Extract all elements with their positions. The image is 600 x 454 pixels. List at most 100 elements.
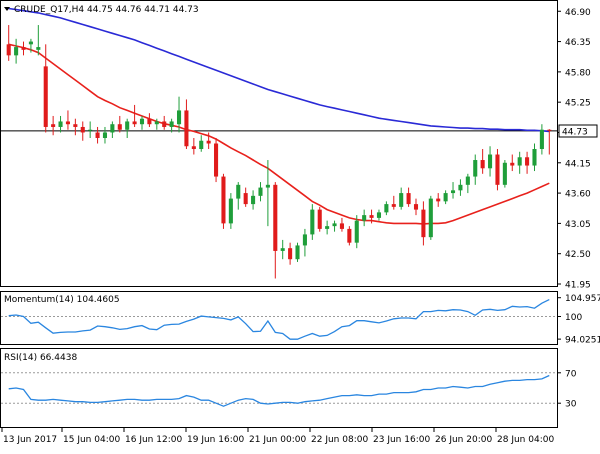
bearish-candle [65,121,70,125]
bullish-candle [228,198,233,224]
bearish-candle [369,215,374,218]
price-pane-title: CRUDE_Q17,H4 44.75 44.76 44.71 44.73 [14,5,199,15]
bullish-candle [362,215,367,221]
time-axis-label: 13 Jun 2017 [3,435,57,445]
bullish-candle [295,245,300,260]
bearish-candle [525,157,530,166]
bullish-candle [265,184,270,188]
time-axis-label: 19 Jun 16:00 [187,435,244,445]
rsi-axis-label: 30 [565,400,577,410]
momentum-plot [1,299,557,340]
bearish-candle [406,193,411,205]
time-axis-label: 28 Jun 04:00 [497,435,554,445]
bearish-candle [73,124,78,127]
price-pane-frame [0,0,558,287]
bullish-candle [176,110,182,125]
price-axis-label: 41.95 [565,281,591,291]
bullish-candle [199,140,204,150]
bearish-candle [162,121,167,127]
time-axis-label: 21 Jun 00:00 [249,435,306,445]
bullish-candle [310,209,315,235]
bullish-candle [236,184,241,199]
axes: 46.9046.3545.8045.2544.7044.1543.6043.05… [1,8,600,445]
current-price-label: 44.73 [562,128,588,138]
bearish-candle [510,162,515,166]
bullish-candle [325,226,330,229]
bearish-candle [413,204,419,210]
bullish-candle [539,129,544,150]
bullish-candle [36,47,41,50]
bullish-candle [354,220,359,243]
bullish-candle [88,129,93,131]
rsi-pane-frame [0,348,558,428]
bullish-candle [251,195,256,205]
bullish-candle [376,212,382,218]
bullish-candle [384,204,389,213]
bearish-candle [436,198,441,202]
bearish-candle [391,204,396,207]
bullish-candle [14,47,19,56]
bearish-candle [206,140,211,144]
bullish-candle [443,193,448,202]
bullish-candle [399,193,404,207]
bullish-candle [58,121,63,127]
momentum-axis-label: 100 [565,313,582,323]
momentum-line [8,299,550,340]
bullish-candle [258,187,263,196]
bullish-candle [102,132,108,138]
momentum-axis-label: 104.9575 [565,294,600,304]
bearish-candle [480,160,485,169]
price-axis-label: 46.90 [565,8,591,18]
momentum-pane-title: Momentum(14) 104.4605 [4,295,120,305]
bullish-candle [332,223,337,227]
price-axis-label: 43.05 [565,220,591,230]
bearish-candle [221,176,226,224]
bullish-candle [280,248,285,251]
bearish-candle [6,44,11,56]
price-axis-label: 45.80 [565,68,591,78]
bearish-candle [547,129,552,131]
rsi-axis-label: 70 [565,369,577,379]
bullish-candle [473,160,478,177]
time-axis-label: 22 Jun 08:00 [311,435,368,445]
bearish-candle [184,110,189,147]
bearish-candle [339,223,344,229]
rsi-pane-title: RSI(14) 66.4438 [4,353,77,363]
price-axis-label: 45.25 [565,99,591,109]
bullish-candle [450,190,456,194]
bearish-candle [191,146,196,150]
time-axis-label: 23 Jun 16:00 [373,435,430,445]
bearish-candle [317,209,322,229]
bullish-candle [28,41,33,45]
fast-moving-average-line [8,43,550,225]
slow-moving-average-line [8,7,550,133]
current-price-flag: 44.73 [558,124,598,138]
time-axis-label: 16 Jun 12:00 [125,435,182,445]
bearish-candle [421,209,426,238]
price-axis-label: 42.50 [565,250,591,260]
momentum-axis-label: 94.0251 [565,336,600,346]
bearish-candle [51,124,56,127]
rsi-plot [1,372,557,407]
bullish-candle [154,121,159,125]
bullish-candle [302,234,307,246]
bullish-candle [502,162,507,185]
bullish-candle [532,149,537,166]
bearish-candle [495,154,500,185]
collapse-arrow-icon[interactable] [4,7,10,11]
bearish-candle [117,124,122,130]
bullish-candle [110,124,115,133]
bearish-candle [273,184,278,251]
bullish-candle [125,121,130,130]
price-axis-label: 44.15 [565,159,591,169]
bearish-candle [243,193,248,205]
bullish-candle [169,121,174,127]
bearish-candle [214,143,219,177]
bearish-candle [95,132,100,138]
bearish-candle [147,118,152,125]
price-axis-label: 46.35 [565,38,591,48]
bearish-candle [43,66,48,127]
bearish-candle [288,248,293,260]
time-axis-label: 26 Jun 20:00 [435,435,492,445]
